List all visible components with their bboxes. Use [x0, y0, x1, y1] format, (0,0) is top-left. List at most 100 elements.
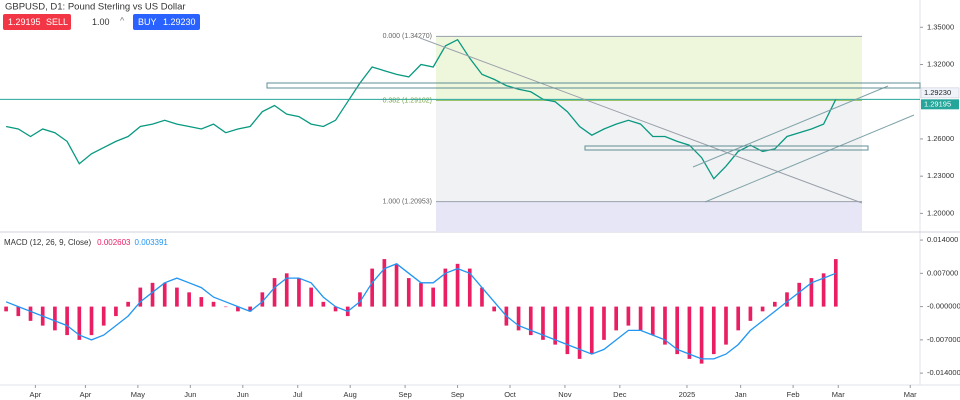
price-tag	[920, 87, 960, 99]
histogram-bar	[382, 259, 387, 307]
histogram-bar	[114, 306, 118, 317]
price-tag-label: 1.29230	[924, 88, 951, 97]
price-tag-label: 1.29195	[924, 99, 951, 108]
histogram-bar	[748, 306, 753, 321]
histogram-bar	[797, 282, 802, 307]
histogram-bar	[736, 306, 741, 331]
histogram-bar	[492, 306, 496, 312]
histogram-bar	[760, 306, 765, 312]
histogram-bar	[28, 306, 33, 321]
x-tick-label: Jun	[184, 390, 196, 399]
histogram-bar	[541, 306, 545, 340]
x-tick-label: 2025	[679, 390, 696, 399]
y-tick-label: 0.014000	[927, 235, 958, 244]
x-tick-label: Apr	[30, 390, 42, 399]
histogram-bar	[4, 306, 8, 312]
y-tick-label: -0.007000	[927, 335, 960, 344]
x-tick-label: May	[131, 390, 145, 399]
x-tick-label: Sep	[398, 390, 411, 399]
histogram-bar	[577, 306, 582, 359]
x-tick-label: Jun	[237, 390, 249, 399]
histogram-bar	[126, 301, 130, 307]
histogram-bar	[406, 278, 411, 307]
histogram-bar	[553, 306, 558, 345]
histogram-bar	[358, 292, 362, 307]
x-tick-label: Oct	[504, 390, 517, 399]
histogram-bar	[528, 306, 533, 336]
x-tick-label: Jul	[293, 390, 303, 399]
histogram-bar	[821, 273, 826, 307]
y-tick-label: 1.23000	[927, 171, 954, 180]
histogram-bar	[309, 287, 313, 307]
histogram-bar	[138, 287, 143, 307]
histogram-bar	[565, 306, 570, 355]
histogram-bar	[687, 306, 692, 359]
x-tick-label: Mar	[904, 390, 917, 399]
histogram-bar	[248, 306, 252, 312]
x-tick-label: Sep	[451, 390, 464, 399]
histogram-bar	[101, 306, 106, 326]
x-tick-label: Nov	[558, 390, 572, 399]
histogram-bar	[150, 282, 155, 307]
histogram-bar	[516, 306, 521, 331]
histogram-bar	[638, 306, 643, 331]
histogram-bar	[785, 292, 789, 307]
histogram-bar	[89, 306, 94, 336]
x-tick-label: Jan	[735, 390, 747, 399]
histogram-bar	[602, 306, 606, 340]
histogram-bar	[419, 282, 423, 307]
y-tick-label: 1.20000	[927, 208, 954, 217]
histogram-bar	[333, 306, 338, 312]
fib-zone	[436, 36, 862, 101]
histogram-bar	[431, 287, 435, 307]
histogram-bar	[480, 287, 484, 307]
y-tick-label: -0.014000	[927, 368, 960, 377]
histogram-bar	[297, 278, 301, 307]
histogram-bar	[455, 263, 460, 307]
histogram-bar	[65, 306, 69, 336]
histogram-bar	[223, 306, 228, 308]
histogram-bar	[724, 306, 728, 345]
histogram-bar	[77, 306, 82, 340]
y-tick-label: 1.26000	[927, 134, 954, 143]
x-tick-label: Mar	[832, 390, 845, 399]
y-tick-label: 1.32000	[927, 59, 954, 68]
histogram-bar	[614, 306, 619, 331]
histogram-bar	[394, 263, 399, 307]
indicator-value: 0.002603	[97, 238, 131, 247]
fib-zone	[436, 100, 862, 202]
fib-level-label: 0.382 (1.29102)	[383, 97, 432, 104]
x-tick-label: Apr	[80, 390, 92, 399]
histogram-bar	[772, 301, 777, 307]
histogram-bar	[833, 259, 838, 307]
histogram-bar	[675, 306, 680, 355]
series-line	[5, 263, 837, 360]
y-tick-label: 0.007000	[927, 268, 958, 277]
histogram-bar	[711, 306, 716, 355]
histogram-bar	[260, 292, 265, 307]
x-tick-label: Aug	[344, 390, 357, 399]
histogram-bar	[272, 278, 277, 307]
histogram-bar	[809, 278, 814, 307]
histogram-bar	[162, 282, 167, 307]
histogram-bar	[199, 297, 204, 307]
histogram-bar	[236, 306, 240, 312]
fib-level-label: 0.000 (1.34270)	[383, 33, 432, 40]
histogram-bar	[467, 268, 472, 307]
indicator-title: MACD (12, 26, 9, Close)	[4, 238, 91, 247]
price-tag	[921, 99, 959, 110]
histogram-bar	[589, 306, 594, 355]
histogram-bar	[16, 306, 21, 317]
y-tick-label: 1.35000	[927, 22, 954, 31]
histogram-bar	[211, 301, 216, 307]
fib-zone	[436, 201, 862, 232]
histogram-bar	[175, 287, 179, 307]
histogram-bar	[370, 268, 374, 307]
histogram-bar	[650, 306, 655, 336]
indicator-value: 0.003391	[135, 238, 169, 247]
fib-level-label: 1.000 (1.20953)	[383, 198, 432, 205]
histogram-bar	[699, 306, 704, 364]
x-tick-label: Feb	[787, 390, 800, 399]
